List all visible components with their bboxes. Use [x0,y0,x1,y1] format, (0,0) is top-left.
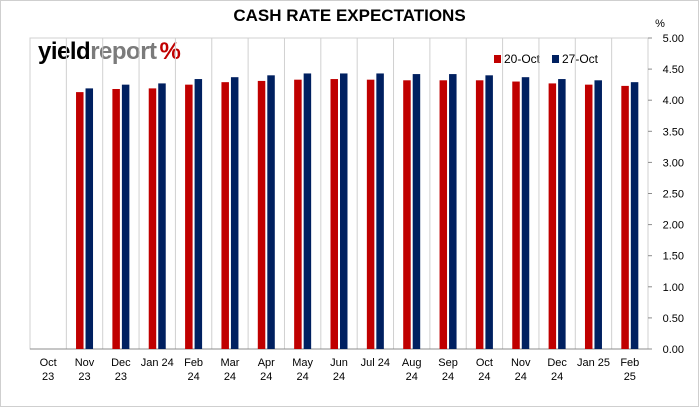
bar-27-oct [521,77,530,349]
legend-label-20-oct: 20-Oct [504,52,541,66]
x-tick-label: Feb 25 [620,357,639,383]
x-tick-label: Nov 24 [511,357,531,383]
x-tick-label: May 24 [292,357,313,383]
x-tick-label: Sep 24 [438,357,458,383]
y-tick-label: 0.50 [663,313,684,325]
x-tick-label: Dec 23 [111,357,131,383]
bar-20-oct [403,80,411,350]
y-tick-label: 1.00 [663,282,684,294]
x-tick-label: Jan 24 [141,357,174,369]
y-tick-label: 5.00 [663,33,684,45]
logo-text-report: report [90,38,157,65]
bar-27-oct [121,84,130,350]
bar-20-oct [148,88,157,350]
x-tick-label: Dec 24 [547,357,567,383]
x-tick-label: Oct 24 [476,357,493,383]
bar-20-oct [185,84,193,350]
y-tick-label: 3.00 [663,157,684,169]
y-tick-label: 2.50 [663,189,684,201]
bar-20-oct [294,79,302,349]
bar-20-oct [221,82,229,350]
bar-27-oct [340,73,348,349]
y-tick-label: 3.50 [663,126,684,138]
bar-27-oct [230,77,239,349]
bar-20-oct [112,89,120,349]
bar-20-oct [257,80,266,349]
y-tick-label: 4.50 [663,64,684,76]
bar-27-oct [485,75,493,349]
bar-20-oct [621,85,629,350]
bar-20-oct [330,79,338,349]
x-tick-label: Aug 24 [402,357,422,383]
bar-27-oct [194,79,203,349]
y-axis-unit-label: % [655,18,665,30]
bar-27-oct [594,80,602,350]
bar-27-oct [630,82,639,350]
chart-title: CASH RATE EXPECTATIONS [233,6,466,25]
bar-20-oct [439,80,448,350]
x-tick-label: Nov 23 [75,357,95,383]
bar-27-oct [412,74,421,350]
legend-swatch-20-oct [494,55,501,63]
bar-27-oct [158,83,166,349]
bar-20-oct [475,80,484,350]
x-tick-label: Oct 23 [40,357,57,383]
legend-swatch-27-oct [552,55,559,63]
bar-20-oct [366,79,375,349]
y-tick-label: 1.50 [663,251,684,263]
x-tick-label: Jan 25 [577,357,610,369]
y-tick-label: 0.00 [663,344,684,356]
bar-27-oct [303,73,312,349]
bar-27-oct [267,75,275,349]
bar-20-oct [548,83,557,349]
bar-20-oct [512,81,520,349]
bar-27-oct [449,74,457,350]
y-tick-label: 4.00 [663,95,684,107]
bar-27-oct [85,88,94,350]
bar-27-oct [376,73,384,349]
legend-label-27-oct: 27-Oct [562,52,599,66]
x-tick-label: Jul 24 [361,357,390,369]
bar-20-oct [76,92,84,349]
x-tick-label: Jun 24 [330,357,348,383]
y-tick-label: 2.00 [663,220,684,232]
legend: 20-Oct 27-Oct [494,52,599,66]
x-tick-label: Mar 24 [220,357,239,383]
logo-text-yield: yield [38,38,91,65]
bar-27-oct [558,79,566,349]
x-tick-label: Feb 24 [184,357,203,383]
x-tick-label: Apr 24 [258,357,275,383]
bar-20-oct [584,84,593,350]
